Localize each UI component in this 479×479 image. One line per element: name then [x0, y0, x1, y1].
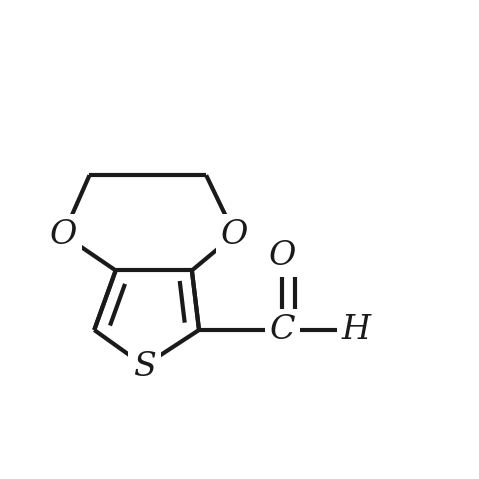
Text: O: O [50, 219, 77, 251]
Text: C: C [270, 314, 295, 346]
Text: O: O [221, 219, 249, 251]
Text: S: S [133, 351, 156, 383]
Text: O: O [269, 240, 296, 272]
Text: H: H [342, 314, 371, 346]
